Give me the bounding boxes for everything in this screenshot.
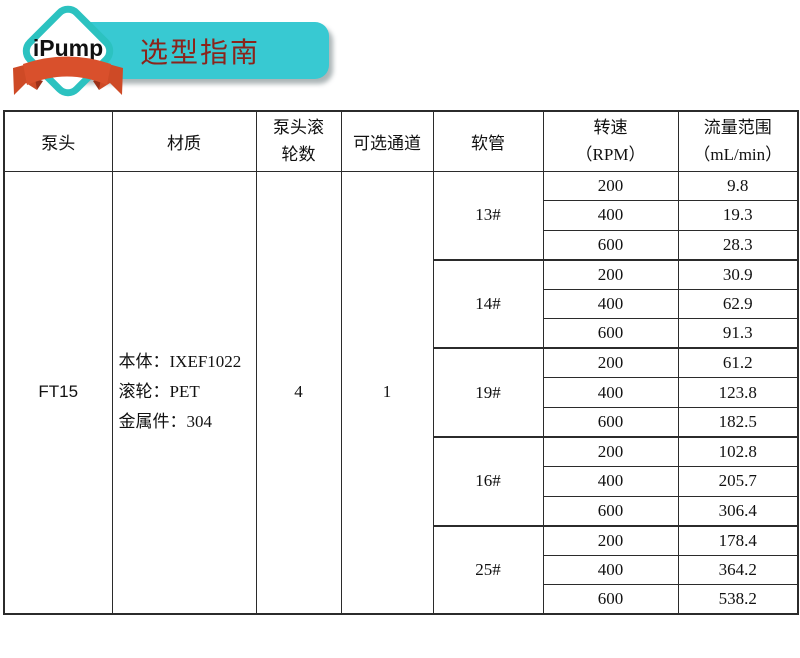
rpm-cell: 600 xyxy=(542,318,679,349)
material-cell: 本体：IXEF1022 滚轮：PET 金属件：304 xyxy=(111,170,257,615)
table-row: 25# 200 178.4 xyxy=(4,524,799,615)
flow-cell: 102.8 xyxy=(677,435,799,467)
logo-header: 选型指南 iPump xyxy=(0,0,360,106)
flow-cell: 19.3 xyxy=(677,200,799,231)
hose-cell: 19# xyxy=(432,347,544,438)
flow-cell: 91.3 xyxy=(677,318,799,349)
flow-cell: 306.4 xyxy=(677,495,799,527)
hose-cell: 16# xyxy=(432,435,544,527)
selection-table: 泵头 材质 泵头滚 轮数 可选通道 软管 转速 （RPM） 流量范围 （mL/m… xyxy=(3,110,799,616)
header-row: 泵头 材质 泵头滚 轮数 可选通道 软管 转速 （RPM） 流量范围 （mL/m… xyxy=(3,110,799,172)
table-row: FT15 本体：IXEF1022 滚轮：PET 金属件：304 4 1 13# … xyxy=(3,170,799,615)
flow-cell: 62.9 xyxy=(677,288,799,320)
table-row: 400 62.9 xyxy=(4,288,799,320)
rpm-cell: 200 xyxy=(542,435,679,467)
rpm-cell: 400 xyxy=(542,377,679,408)
hose-cell: 14# xyxy=(432,258,544,349)
col-header-speed: 转速 （RPM） xyxy=(542,110,679,172)
speed-header-line2: （RPM） xyxy=(575,145,646,165)
rpm-cell: 600 xyxy=(542,229,679,261)
page-title: 选型指南 xyxy=(139,36,260,68)
rollers-header-line1: 泵头滚 xyxy=(273,118,324,138)
flow-cell: 364.2 xyxy=(677,554,799,586)
table-row: 600 182.5 xyxy=(4,406,799,438)
rpm-cell: 400 xyxy=(542,200,679,231)
table-row: 400 19.3 xyxy=(4,200,799,231)
flow-cell: 61.2 xyxy=(677,347,799,379)
rpm-cell: 400 xyxy=(542,288,679,320)
hose-cell: 25# xyxy=(432,524,544,615)
flow-cell: 123.8 xyxy=(677,377,799,408)
material-line: 滚轮：PET xyxy=(118,382,200,402)
col-header-rollers: 泵头滚 轮数 xyxy=(255,110,342,172)
table-row: 16# 200 102.8 xyxy=(4,435,799,527)
table-row: 400 205.7 xyxy=(4,465,799,497)
col-header-hose: 软管 xyxy=(432,110,544,172)
rpm-cell: 200 xyxy=(542,258,679,290)
flow-cell: 30.9 xyxy=(677,258,799,290)
table-row: 14# 200 30.9 xyxy=(4,258,799,349)
rpm-cell: 400 xyxy=(542,465,679,497)
material-line: 本体：IXEF1022 xyxy=(118,352,242,372)
rpm-cell: 400 xyxy=(542,554,679,586)
channels-cell: 1 xyxy=(340,170,434,615)
rpm-cell: 600 xyxy=(542,495,679,527)
table-row: 600 306.4 xyxy=(4,495,799,527)
table-row: 400 364.2 xyxy=(4,554,799,586)
flow-cell: 28.3 xyxy=(677,229,799,261)
table-row: 600 91.3 xyxy=(4,318,799,349)
rpm-cell: 200 xyxy=(542,170,679,202)
flow-header-line2: （mL/min） xyxy=(693,145,783,165)
rpm-cell: 200 xyxy=(542,347,679,379)
pump-head-cell: FT15 xyxy=(3,170,113,615)
material-line: 金属件：304 xyxy=(118,412,213,432)
table-row: 600 538.2 xyxy=(4,584,799,615)
flow-cell: 538.2 xyxy=(677,584,799,615)
col-header-flow: 流量范围 （mL/min） xyxy=(677,110,799,172)
flow-cell: 9.8 xyxy=(677,170,799,202)
ribbon-icon xyxy=(13,56,123,95)
col-header-pump-head: 泵头 xyxy=(3,110,113,172)
flow-header-line1: 流量范围 xyxy=(703,118,772,138)
hose-cell: 13# xyxy=(432,170,544,261)
col-header-material: 材质 xyxy=(111,110,257,172)
rollers-cell: 4 xyxy=(255,170,342,615)
table-row: 400 123.8 xyxy=(4,377,799,408)
rpm-cell: 600 xyxy=(542,584,679,615)
rpm-cell: 200 xyxy=(542,524,679,556)
flow-cell: 178.4 xyxy=(677,524,799,556)
table-row: 19# 200 61.2 xyxy=(4,347,799,438)
rpm-cell: 600 xyxy=(542,406,679,438)
flow-cell: 182.5 xyxy=(677,406,799,438)
col-header-channels: 可选通道 xyxy=(340,110,434,172)
flow-cell: 205.7 xyxy=(677,465,799,497)
speed-header-line1: 转速 xyxy=(593,118,628,138)
ipump-logo: iPump xyxy=(13,5,123,97)
rollers-header-line2: 轮数 xyxy=(281,145,316,165)
